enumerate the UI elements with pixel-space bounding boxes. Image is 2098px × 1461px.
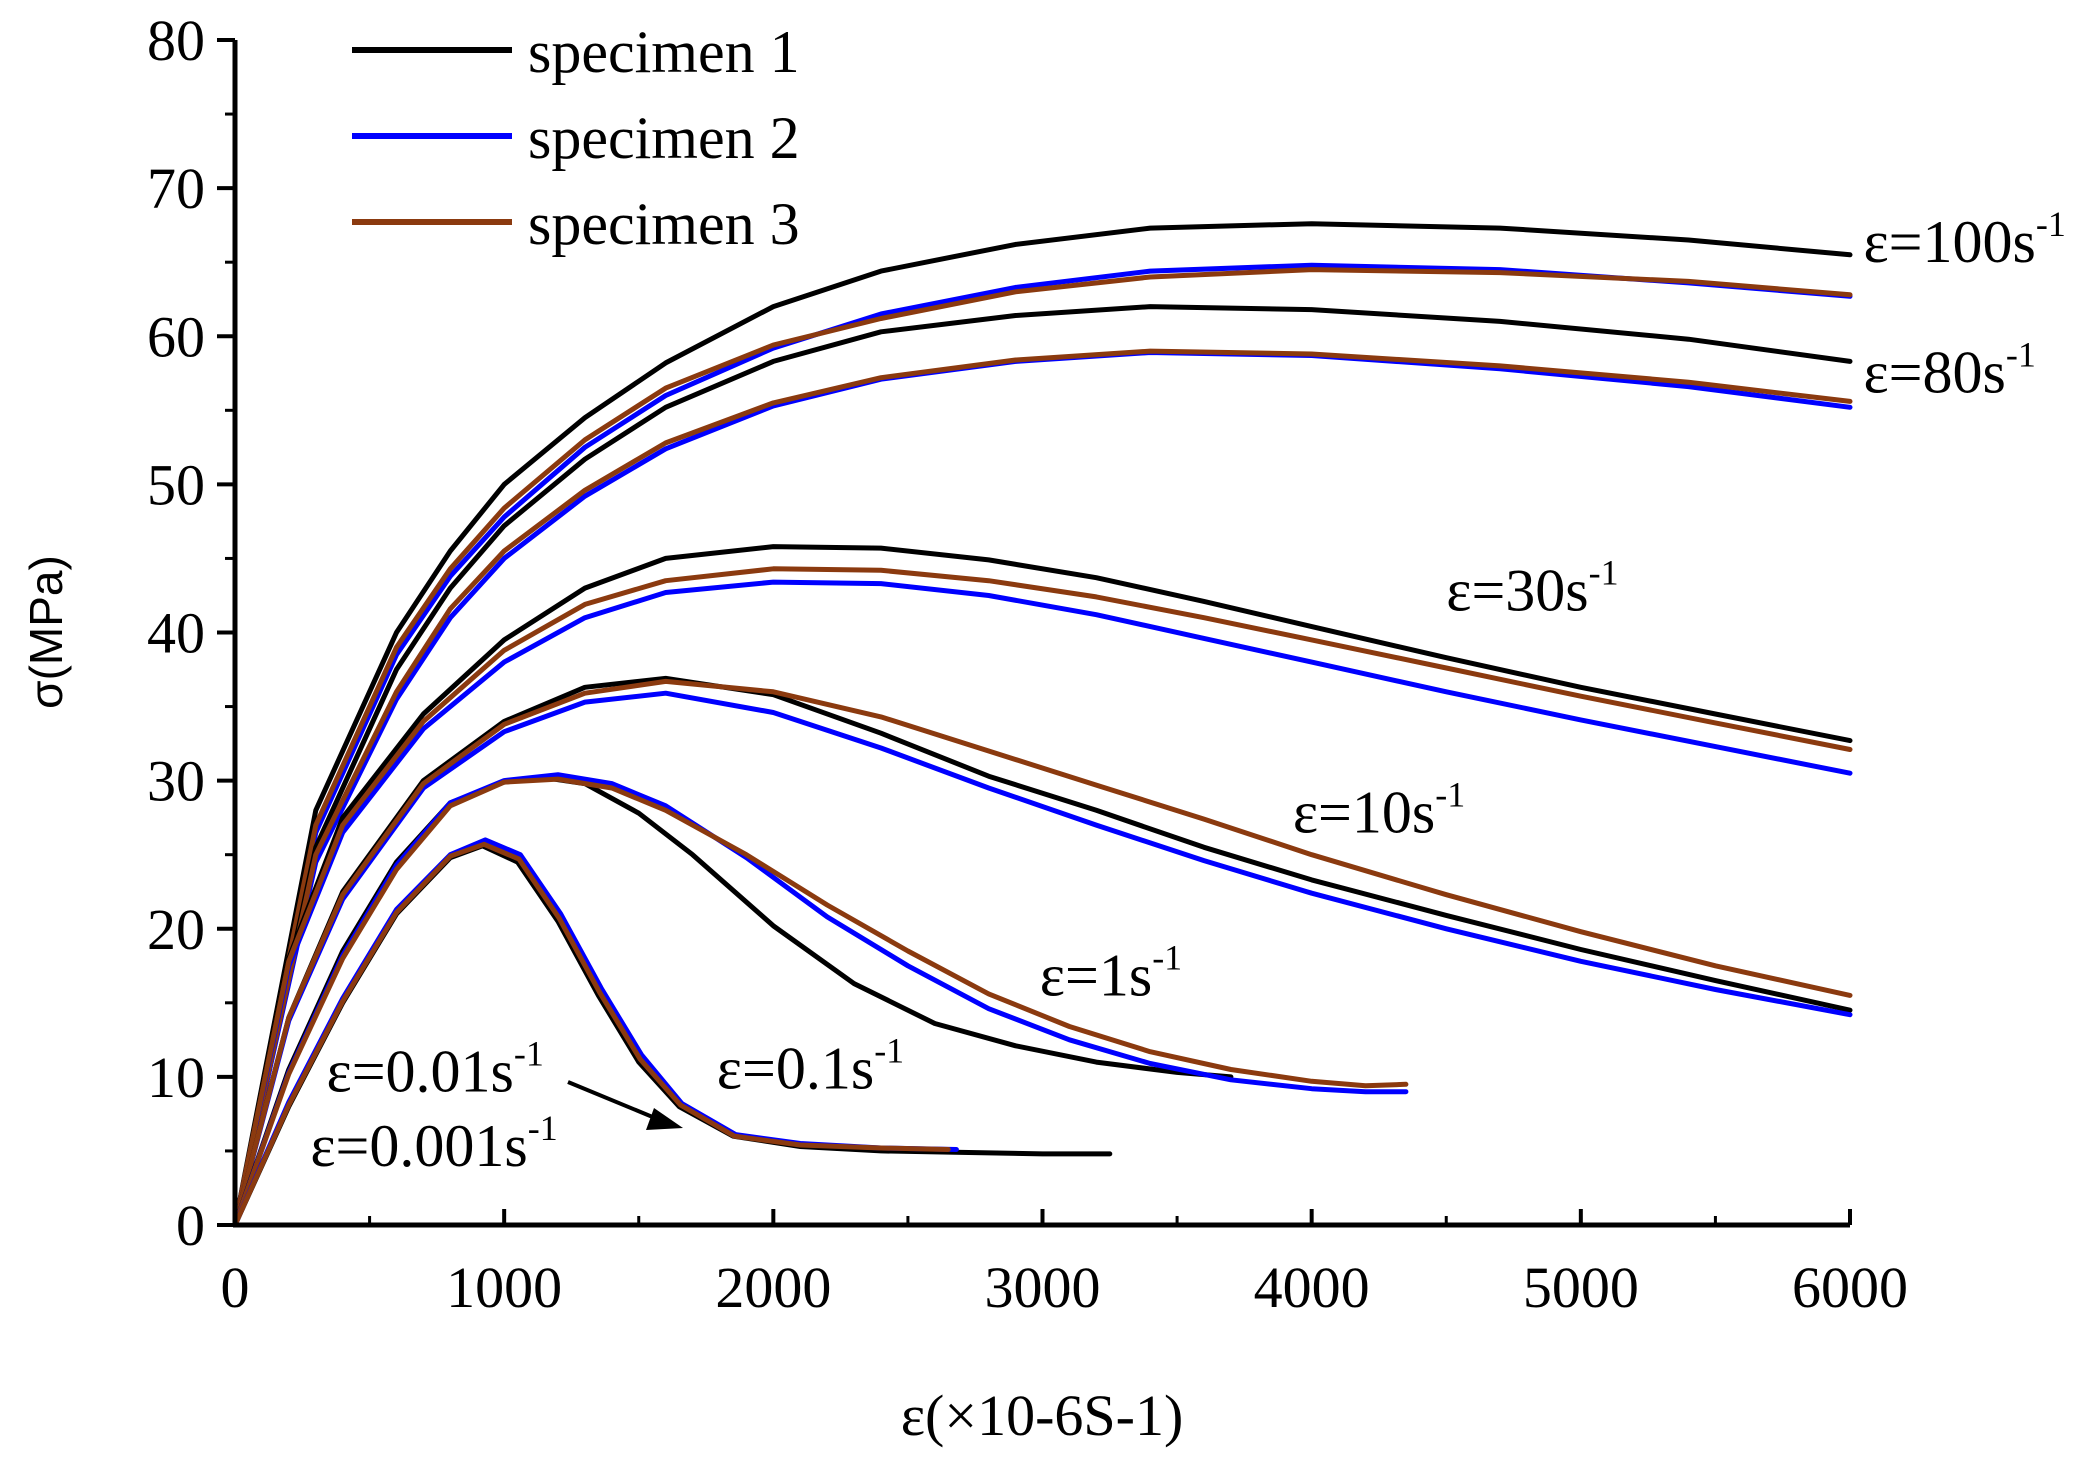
strain-rate-label: ε=0.01s-1 (327, 1034, 544, 1105)
strain-rate-label: ε=1s-1 (1040, 937, 1182, 1008)
x-axis-title: ε(×10-6S-1) (901, 1383, 1184, 1448)
ticks: 0 1000 2000 3000 4000 5000 6000 0 10 20 30 40 50 60 70… (147, 8, 1908, 1320)
y-axis-title: σ(MPa) (20, 555, 72, 709)
annotations: ε=100s-1 ε=80s-1 ε=30s-1 ε=10s-1 ε=1s-1 ε=0.1… (310, 204, 2065, 1179)
y-tick-label: 10 (147, 1045, 205, 1110)
y-tick-label: 50 (147, 452, 205, 517)
series-line-specimen-3-100s1 (232, 267, 1853, 1228)
legend-label-specimen-1: specimen 1 (528, 19, 800, 85)
y-tick-label: 0 (176, 1193, 205, 1258)
y-tick-label: 80 (147, 8, 205, 73)
strain-rate-label: ε=80s-1 (1863, 335, 2035, 406)
series-line-specimen-3-10s1 (232, 678, 1853, 1228)
x-tick-label: 4000 (1254, 1255, 1370, 1320)
series-line-specimen-2-30s1 (232, 579, 1853, 1228)
series-line-specimen-3-80s1 (232, 348, 1853, 1228)
legend: specimen 1 specimen 2 specimen 3 (352, 19, 800, 257)
strain-rate-label: ε=0.001s-1 (310, 1108, 557, 1179)
series-line-specimen-1-100s1 (232, 221, 1853, 1228)
y-tick-label: 30 (147, 749, 205, 814)
series-line-specimen-2-10s1 (232, 690, 1853, 1228)
strain-rate-label: ε=30s-1 (1446, 552, 1618, 623)
strain-rate-label: ε=10s-1 (1293, 774, 1465, 845)
annotation-arrow (567, 1080, 683, 1130)
series-line-specimen-1-80s1 (232, 304, 1853, 1228)
x-tick-label: 3000 (985, 1255, 1101, 1320)
y-tick-label: 60 (147, 304, 205, 369)
legend-label-specimen-3: specimen 3 (528, 191, 800, 257)
series-line-specimen-1-30s1 (232, 544, 1853, 1228)
y-tick-label: 20 (147, 897, 205, 962)
legend-label-specimen-2: specimen 2 (528, 105, 800, 171)
series-line-specimen-3-30s1 (232, 566, 1853, 1228)
y-tick-label: 40 (147, 601, 205, 666)
strain-rate-label: ε=100s-1 (1863, 204, 2065, 275)
x-tick-label: 0 (221, 1255, 250, 1320)
series-line-specimen-2-100s1 (232, 262, 1853, 1228)
x-tick-label: 6000 (1792, 1255, 1908, 1320)
x-tick-label: 5000 (1523, 1255, 1639, 1320)
y-tick-label: 70 (147, 156, 205, 221)
x-tick-label: 2000 (715, 1255, 831, 1320)
plot-lines (232, 221, 1853, 1228)
series-line-specimen-3-1s1 (232, 776, 1409, 1228)
strain-rate-label: ε=0.1s-1 (717, 1031, 904, 1102)
x-tick-label: 1000 (446, 1255, 562, 1320)
series-line-specimen-3-0.1s1 (232, 841, 951, 1228)
